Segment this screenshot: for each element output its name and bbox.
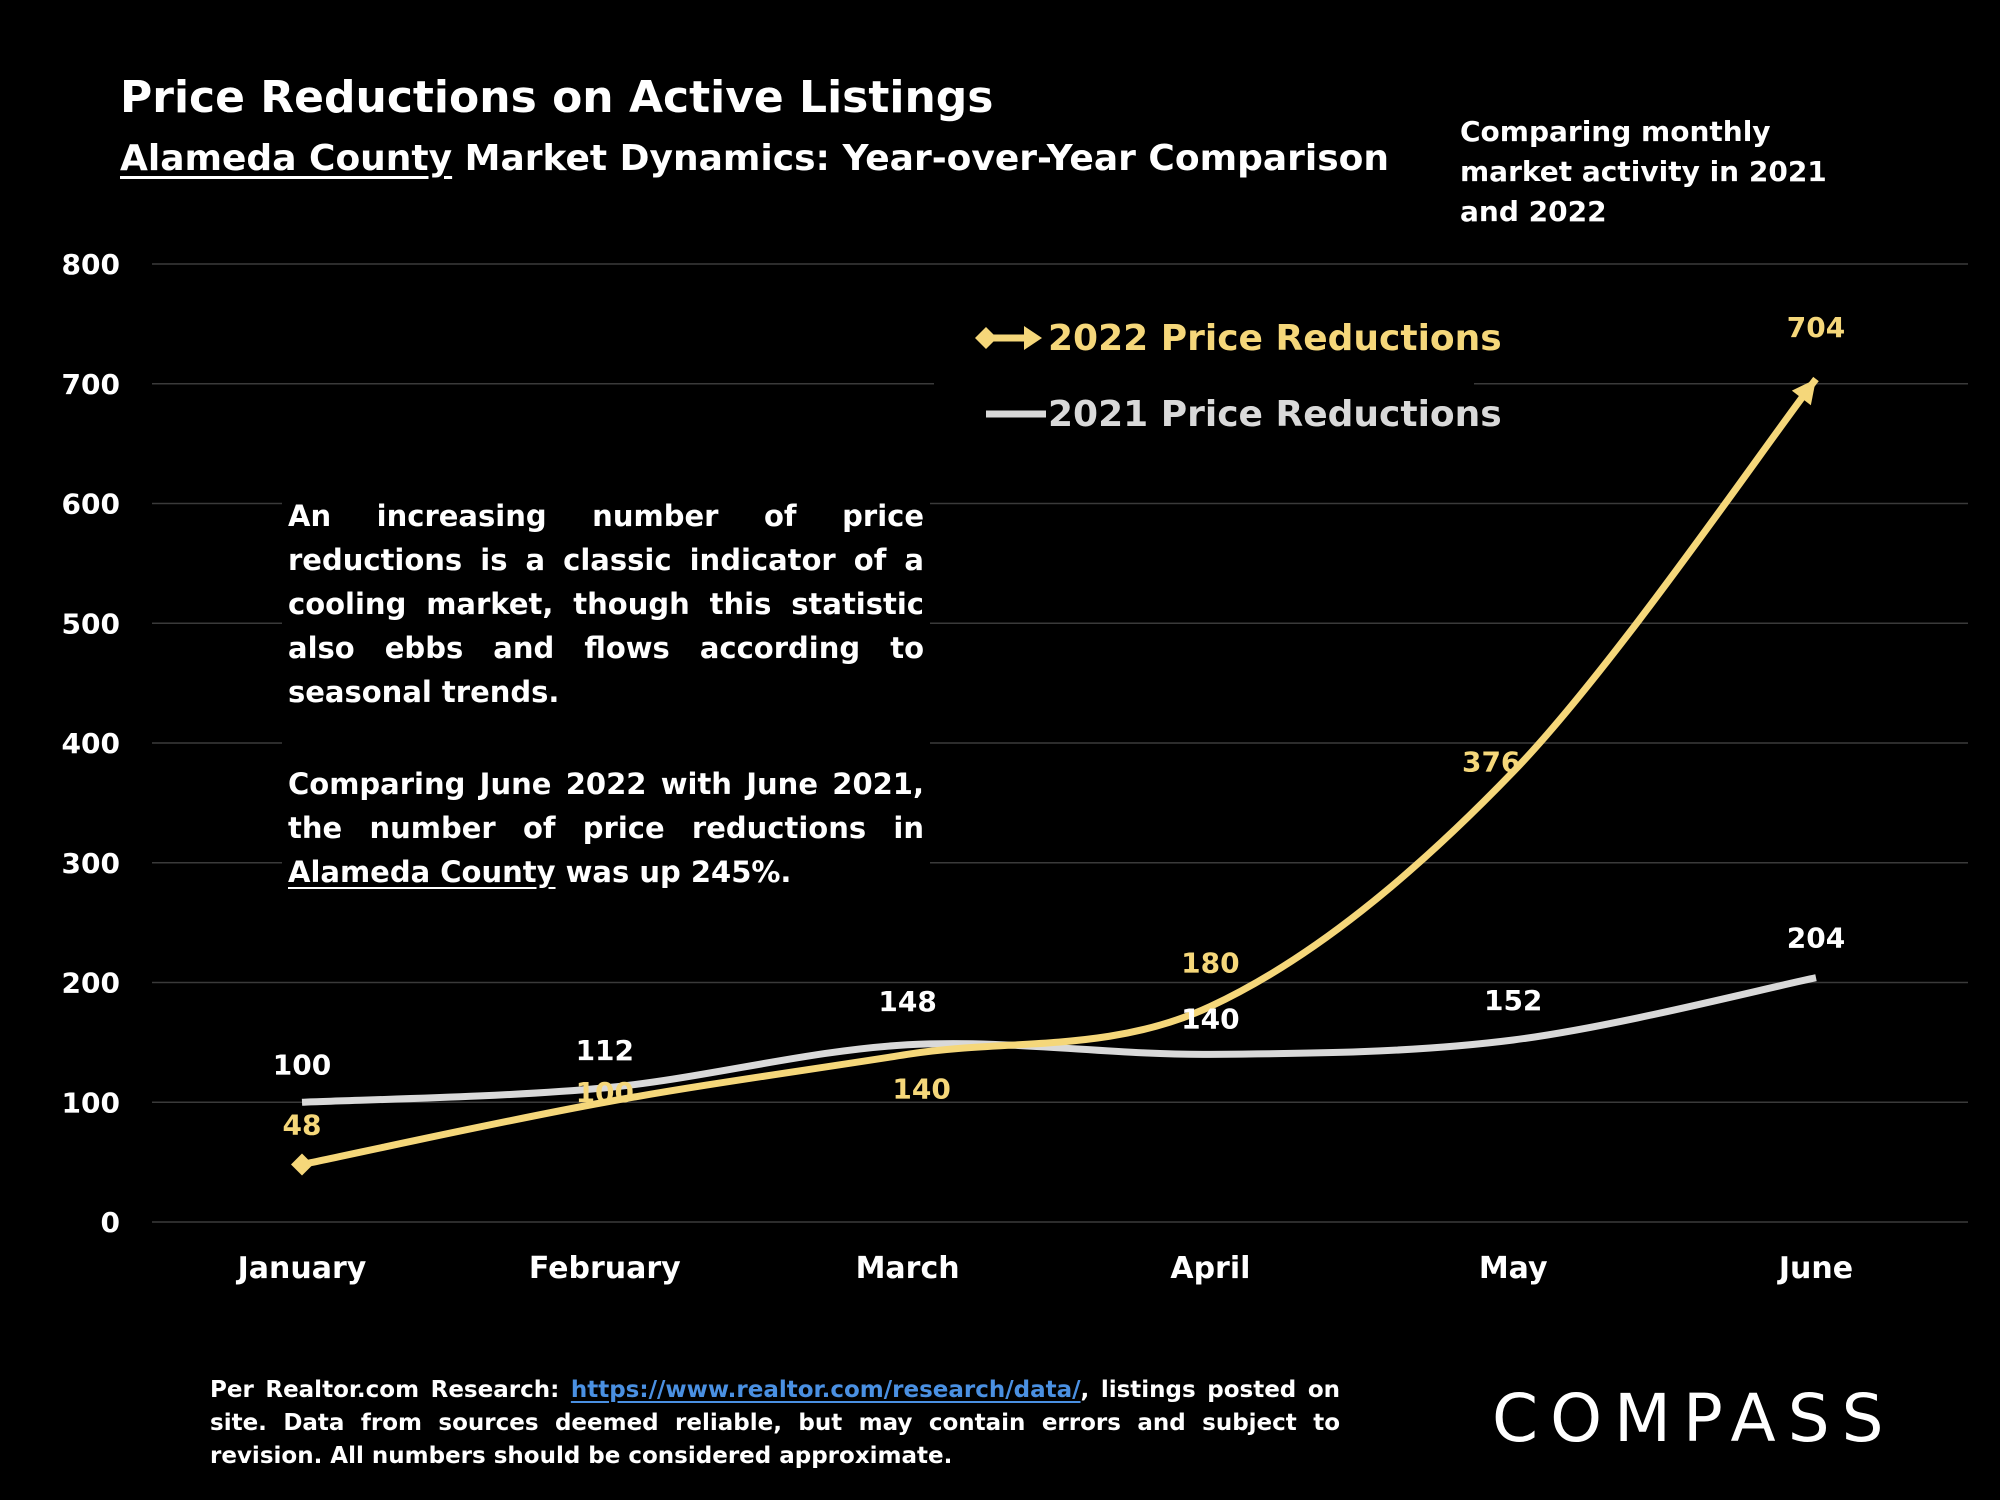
footer-suffix: , listings posted on site. Data from sou…: [210, 1377, 1341, 1469]
y-tick-label: 100: [62, 1086, 120, 1119]
y-tick-label: 200: [62, 967, 120, 1000]
series-2022-end-arrow: [1791, 378, 1816, 406]
x-axis: January February March April May June: [236, 1251, 1853, 1286]
series-lines: [291, 376, 1819, 1176]
chart-title: Price Reductions on Active Listings: [120, 72, 994, 123]
data-labels: 100 112 148 140 152 204 48 100 140 180 376 704: [273, 311, 1845, 1142]
legend-arrow-2022: [1024, 326, 1042, 350]
annotation-paragraph-2: Comparing June 2022 with June 2021, the …: [288, 762, 924, 894]
subtitle-text: Market Dynamics: Year-over-Year Comparis…: [452, 138, 1390, 179]
x-tick-label: April: [1170, 1251, 1250, 1286]
annotation-box: An increasing number of price reductions…: [282, 490, 930, 898]
data-label-2022: 48: [283, 1109, 322, 1142]
y-tick-label: 800: [62, 248, 120, 281]
data-label-2022: 704: [1787, 311, 1845, 344]
x-tick-label: May: [1479, 1251, 1548, 1286]
footer-source-link[interactable]: https://www.realtor.com/research/data/: [570, 1377, 1081, 1403]
data-label-2022: 100: [576, 1076, 634, 1109]
data-label-2021: 112: [576, 1034, 634, 1067]
x-tick-label: January: [236, 1251, 367, 1286]
series-line-2022: [301, 376, 1819, 1168]
x-tick-label: March: [856, 1251, 960, 1286]
data-label-2021: 100: [273, 1048, 331, 1081]
data-label-2021: 152: [1484, 984, 1542, 1017]
legend: 2022 Price Reductions 2021 Price Reductio…: [934, 300, 1502, 440]
footer-source: Per Realtor.com Research: https://www.re…: [210, 1374, 1340, 1473]
subtitle-county-link[interactable]: Alameda County: [120, 138, 453, 179]
data-label-2021: 140: [1181, 1002, 1239, 1035]
compass-logo: COMPASS: [1492, 1380, 1896, 1457]
legend-diamond-2022: [975, 327, 997, 349]
annotation-text-end: was up 245%.: [555, 855, 792, 889]
footer-prefix: Per Realtor.com Research:: [210, 1377, 571, 1403]
data-label-2022: 376: [1462, 746, 1520, 779]
data-label-2021: 204: [1787, 922, 1845, 955]
y-tick-label: 700: [62, 368, 120, 401]
series-2022-start-marker: [291, 1153, 313, 1176]
series-line-2021: [301, 974, 1817, 1106]
y-tick-label: 500: [62, 607, 120, 640]
annotation-county-link[interactable]: Alameda County: [288, 855, 556, 889]
legend-label-2021: 2021 Price Reductions: [1048, 394, 1502, 435]
y-axis: 0 100 200 300 400 500 600 700 800: [62, 248, 120, 1239]
side-note: Comparing monthly market activity in 202…: [1460, 115, 1827, 228]
x-tick-label: February: [529, 1251, 681, 1286]
annotation-paragraph-1: An increasing number of price reductions…: [288, 499, 924, 709]
x-tick-label: June: [1777, 1251, 1853, 1286]
y-tick-label: 0: [101, 1206, 120, 1239]
data-label-2022: 140: [892, 1072, 950, 1105]
data-label-2021: 148: [878, 985, 936, 1018]
y-tick-label: 300: [62, 847, 120, 880]
annotation-text-start: Comparing June 2022 with June 2021, the …: [288, 767, 924, 845]
y-tick-label: 600: [62, 488, 120, 521]
chart-subtitle: Alameda County Market Dynamics: Year-ove…: [120, 138, 1389, 179]
data-label-2022: 180: [1181, 946, 1239, 979]
y-tick-label: 400: [62, 727, 120, 760]
legend-label-2022: 2022 Price Reductions: [1048, 318, 1502, 359]
